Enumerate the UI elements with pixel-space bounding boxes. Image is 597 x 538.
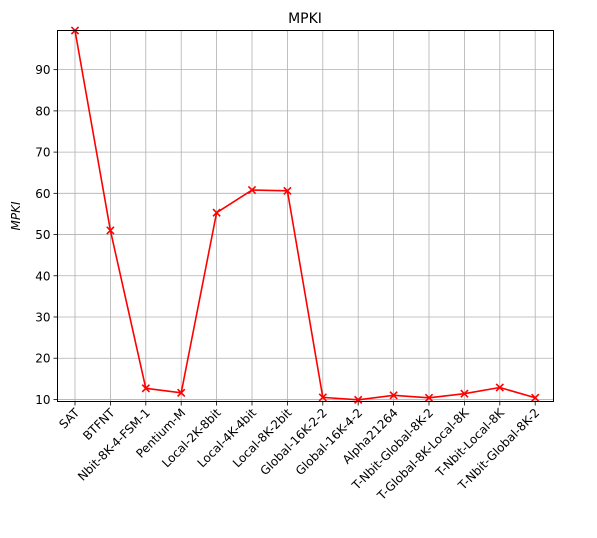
data-point-marker — [389, 391, 398, 400]
marker-stroke — [318, 393, 327, 402]
chart-title: MPKI — [288, 11, 322, 27]
data-point-marker — [247, 185, 257, 195]
y-tick-label: 40 — [35, 269, 50, 283]
marker-stroke — [283, 186, 292, 196]
data-point-marker — [177, 388, 186, 398]
marker-stroke — [495, 383, 504, 392]
marker-stroke — [247, 185, 257, 195]
data-point-marker — [460, 389, 469, 398]
marker-stroke — [389, 391, 398, 400]
y-axis-ticks: 10 20 30 40 50 60 70 80 90 — [35, 63, 58, 407]
y-axis-label: MPKI — [9, 201, 23, 230]
data-point-marker — [495, 383, 504, 392]
plot-frame — [57, 30, 554, 402]
y-tick-label: 90 — [35, 63, 50, 77]
marker-stroke — [177, 388, 186, 398]
data-point-marker — [283, 186, 292, 196]
marker-stroke — [212, 208, 221, 217]
y-tick-label: 60 — [35, 187, 50, 201]
grid-lines — [57, 30, 554, 402]
marker-stroke — [106, 226, 115, 235]
marker-stroke — [354, 395, 363, 405]
data-point-marker — [318, 393, 327, 402]
y-tick-label: 30 — [35, 310, 50, 324]
y-tick-label: 10 — [35, 393, 50, 407]
marker-stroke — [141, 384, 150, 393]
mpki-series — [70, 26, 540, 405]
y-tick-label: 80 — [35, 104, 50, 118]
data-point-marker — [141, 384, 150, 393]
marker-stroke — [460, 389, 469, 398]
data-point-marker — [354, 395, 363, 405]
marker-stroke — [424, 393, 434, 402]
data-point-marker — [106, 226, 115, 235]
marker-stroke — [531, 393, 540, 402]
data-point-marker — [212, 208, 221, 217]
y-tick-label: 50 — [35, 228, 50, 242]
data-point-marker — [531, 393, 540, 402]
y-tick-label: 20 — [35, 352, 50, 366]
y-tick-label: 70 — [35, 146, 50, 160]
series-line — [74, 30, 536, 401]
data-point-marker — [424, 393, 434, 402]
